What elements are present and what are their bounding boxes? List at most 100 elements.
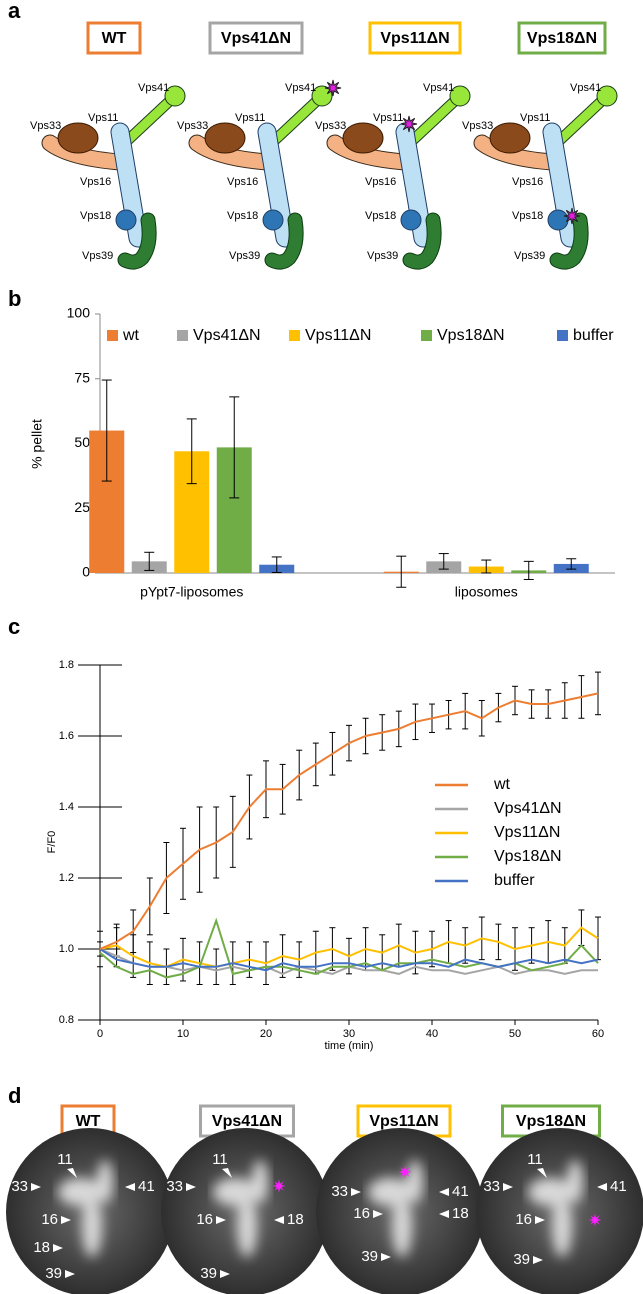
marker-arrow — [216, 1216, 226, 1224]
title-text: WT — [102, 30, 127, 47]
x-axis-title: time (min) — [325, 1040, 374, 1052]
marker-arrow — [274, 1216, 284, 1224]
marker-arrow — [533, 1256, 543, 1264]
y-tick-label: 1.2 — [59, 872, 74, 884]
density — [252, 1160, 268, 1204]
mutation-star — [400, 115, 418, 133]
marker-label: 41 — [138, 1178, 155, 1195]
complex-diagram: Vps41 Vps11 Vps33 Vps16 Vps18 Vps39 — [315, 82, 471, 270]
marker-label: 39 — [361, 1248, 378, 1265]
marker-label: 16 — [196, 1211, 213, 1228]
vps39 — [118, 213, 156, 269]
em-density — [213, 1160, 268, 1257]
y-tick-label: 75 — [74, 369, 90, 385]
vps41 — [408, 91, 465, 145]
legend-label: Vps11ΔN — [494, 824, 560, 841]
subunit-label: Vps41 — [570, 82, 601, 94]
marker-arrow — [125, 1183, 135, 1191]
marker-arrow — [537, 1168, 547, 1178]
vps41-head — [164, 85, 186, 107]
vps18 — [547, 209, 569, 231]
marker-arrow — [351, 1188, 361, 1196]
subunit-label: Vps41 — [285, 82, 316, 94]
legend-swatch — [177, 330, 188, 341]
subunit-label: Vps11 — [373, 112, 403, 124]
x-tick-label: 0 — [97, 1028, 103, 1040]
subunit-label: Vps33 — [30, 120, 61, 132]
x-tick-label: 60 — [592, 1028, 604, 1040]
vps41-head — [311, 85, 333, 107]
mutation-star — [563, 207, 581, 225]
vps41 — [270, 91, 327, 145]
marker-arrow — [222, 1168, 232, 1178]
legend-label: buffer — [494, 872, 535, 889]
vps16 — [42, 135, 128, 170]
marker-label: 18 — [287, 1211, 304, 1228]
em-density — [528, 1160, 583, 1257]
legend-label: Vps18ΔN — [437, 327, 505, 344]
vps33 — [489, 122, 531, 154]
marker-label: 11 — [212, 1151, 228, 1168]
density — [567, 1160, 583, 1204]
marker-arrow — [220, 1270, 230, 1278]
vps41 — [123, 91, 180, 145]
marker-arrow — [535, 1216, 545, 1224]
subunit-label: Vps41 — [423, 82, 454, 94]
marker-label: 11 — [57, 1151, 73, 1168]
subunit-label: Vps16 — [365, 176, 396, 188]
subunit-label: Vps18 — [227, 210, 258, 222]
title-text: Vps18ΔN — [527, 30, 597, 47]
vps33 — [342, 122, 384, 154]
marker-label: 39 — [513, 1251, 530, 1268]
x-tick-label: 10 — [177, 1028, 189, 1040]
subunit-label: Vps16 — [227, 176, 258, 188]
marker-label: 33 — [11, 1178, 28, 1195]
marker-arrow — [373, 1210, 383, 1218]
density — [392, 1197, 412, 1257]
vps39 — [403, 213, 441, 269]
mutation-star — [588, 1213, 602, 1227]
marker-arrow — [61, 1216, 71, 1224]
title-text: Vps11ΔN — [380, 30, 449, 47]
subunit-label: Vps33 — [462, 120, 493, 132]
complex-diagram: Vps41 Vps11 Vps33 Vps16 Vps18 Vps39 — [30, 82, 186, 270]
title-text: Vps41ΔN — [221, 30, 291, 47]
marker-arrow — [186, 1183, 196, 1191]
y-tick-label: 1.4 — [59, 801, 74, 813]
title-text: Vps11ΔN — [369, 1113, 438, 1130]
subunit-label: Vps39 — [367, 250, 398, 262]
x-tick-label: 20 — [260, 1028, 272, 1040]
subunit-label: Vps11 — [88, 112, 118, 124]
vps16 — [474, 135, 560, 170]
marker-arrow — [439, 1188, 449, 1196]
x-tick-label: liposomes — [455, 584, 518, 600]
marker-arrow — [53, 1244, 63, 1252]
line-series — [99, 926, 599, 968]
y-tick-label: 1.0 — [59, 943, 74, 955]
vps39 — [550, 213, 588, 269]
vps18 — [115, 209, 137, 231]
legend-label: Vps41ΔN — [494, 800, 562, 817]
marker-label: 16 — [515, 1211, 532, 1228]
vps33 — [204, 122, 246, 154]
y-tick-label: 50 — [74, 434, 90, 450]
legend-label: Vps11ΔN — [305, 327, 371, 344]
density — [82, 1197, 102, 1257]
y-axis-title: F/F0 — [46, 831, 58, 854]
legend-swatch — [289, 330, 300, 341]
density — [552, 1197, 572, 1257]
density — [407, 1160, 423, 1204]
em-density — [368, 1160, 423, 1257]
marker-label: 16 — [41, 1211, 58, 1228]
subunit-label: Vps41 — [138, 82, 169, 94]
vps16 — [189, 135, 275, 170]
y-tick-label: 1.6 — [59, 730, 74, 742]
vps41-head — [449, 85, 471, 107]
legend-swatch — [107, 330, 118, 341]
density — [237, 1197, 257, 1257]
complex-diagram: Vps41 Vps11 Vps33 Vps16 Vps18 Vps39 — [177, 79, 342, 270]
title-text: Vps41ΔN — [212, 1113, 282, 1130]
subunit-label: Vps18 — [365, 210, 396, 222]
marker-label: 41 — [610, 1178, 627, 1195]
